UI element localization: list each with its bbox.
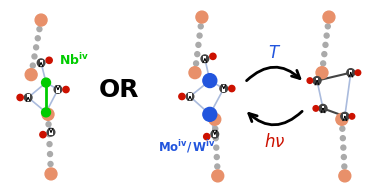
Circle shape	[323, 42, 328, 47]
Circle shape	[214, 155, 219, 160]
Circle shape	[324, 33, 329, 38]
Circle shape	[54, 86, 62, 93]
Circle shape	[319, 105, 327, 112]
Circle shape	[313, 106, 319, 111]
Circle shape	[189, 67, 201, 79]
Text: OR: OR	[98, 77, 139, 101]
FancyArrowPatch shape	[249, 111, 302, 125]
Circle shape	[212, 170, 224, 182]
Circle shape	[42, 108, 50, 117]
Text: $\mathit{T}$: $\mathit{T}$	[268, 44, 281, 62]
Circle shape	[229, 85, 235, 92]
Circle shape	[46, 122, 51, 127]
Circle shape	[46, 132, 52, 137]
Circle shape	[196, 42, 201, 47]
Bar	[49, 129, 53, 135]
Circle shape	[186, 93, 194, 100]
Circle shape	[35, 14, 47, 26]
Circle shape	[194, 61, 199, 66]
Circle shape	[198, 24, 203, 29]
Circle shape	[341, 145, 346, 150]
Bar	[222, 85, 225, 92]
Bar	[40, 60, 43, 66]
Circle shape	[47, 142, 52, 147]
Circle shape	[213, 136, 218, 141]
Text: $\mathbf{Mo^{iv}/\, W^{iv}}$: $\mathbf{Mo^{iv}/\, W^{iv}}$	[158, 138, 216, 155]
Circle shape	[42, 78, 50, 87]
Circle shape	[25, 69, 37, 81]
Circle shape	[30, 63, 35, 68]
Circle shape	[203, 74, 217, 88]
Circle shape	[214, 145, 219, 150]
Circle shape	[213, 126, 218, 131]
Circle shape	[336, 113, 348, 125]
Circle shape	[321, 61, 326, 66]
Circle shape	[46, 57, 52, 64]
Circle shape	[341, 112, 349, 120]
Bar	[316, 78, 318, 83]
Circle shape	[45, 168, 57, 180]
Circle shape	[340, 136, 345, 141]
Circle shape	[209, 113, 221, 125]
Bar	[322, 106, 324, 111]
Bar	[349, 70, 352, 75]
Text: $\mathit{h\nu}$: $\mathit{h\nu}$	[264, 133, 285, 151]
Circle shape	[37, 59, 45, 67]
Circle shape	[211, 130, 218, 138]
Circle shape	[210, 53, 216, 60]
Circle shape	[48, 162, 53, 167]
Circle shape	[201, 55, 209, 63]
Circle shape	[35, 36, 40, 41]
Circle shape	[215, 164, 220, 169]
Bar	[213, 131, 216, 137]
Circle shape	[347, 69, 354, 76]
Circle shape	[320, 105, 327, 112]
Circle shape	[341, 155, 346, 160]
Circle shape	[196, 11, 208, 23]
Circle shape	[322, 52, 327, 57]
Bar	[188, 93, 191, 100]
Circle shape	[47, 152, 52, 156]
Circle shape	[325, 24, 330, 29]
Circle shape	[220, 85, 227, 92]
Circle shape	[197, 33, 202, 38]
Bar	[56, 86, 59, 93]
Text: $\mathbf{Nb^{iv}}$: $\mathbf{Nb^{iv}}$	[59, 52, 89, 68]
Circle shape	[307, 78, 313, 83]
Circle shape	[34, 45, 39, 50]
Circle shape	[17, 94, 23, 101]
Circle shape	[32, 54, 37, 59]
Circle shape	[203, 107, 217, 121]
Circle shape	[40, 132, 46, 138]
Circle shape	[42, 108, 54, 120]
Circle shape	[347, 69, 355, 77]
Circle shape	[24, 94, 32, 101]
Circle shape	[313, 77, 321, 84]
Circle shape	[179, 93, 185, 100]
Circle shape	[342, 164, 347, 169]
Circle shape	[339, 170, 351, 182]
Circle shape	[323, 11, 335, 23]
Bar	[343, 114, 346, 119]
Circle shape	[341, 113, 348, 120]
Circle shape	[203, 133, 210, 140]
Bar	[27, 94, 30, 101]
Bar	[203, 56, 206, 62]
FancyArrowPatch shape	[246, 67, 300, 81]
Circle shape	[355, 70, 361, 75]
Circle shape	[316, 67, 328, 79]
Circle shape	[37, 27, 42, 32]
Circle shape	[314, 77, 321, 84]
Circle shape	[63, 86, 69, 93]
Circle shape	[349, 114, 355, 119]
Circle shape	[340, 126, 345, 131]
Circle shape	[195, 52, 200, 57]
Circle shape	[47, 128, 55, 136]
